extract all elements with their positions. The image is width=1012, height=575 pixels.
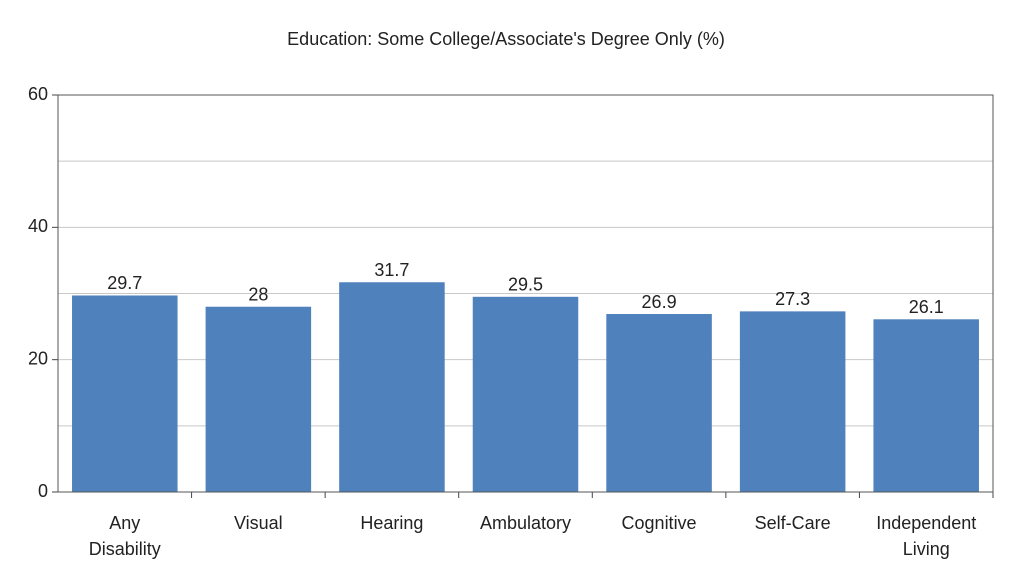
x-tick-label: Hearing	[360, 513, 424, 533]
bar	[472, 296, 579, 492]
x-tick-label: Any Disability	[88, 513, 161, 559]
bar	[873, 319, 979, 492]
x-tick-label: Self-Care	[754, 513, 831, 533]
y-tick-label: 60	[28, 84, 48, 104]
data-label: 27.3	[775, 289, 810, 309]
bar	[739, 311, 846, 492]
plot-frame	[57, 94, 994, 493]
data-label: 29.5	[508, 275, 543, 295]
x-tick-label: Visual	[233, 513, 283, 533]
bar	[205, 306, 312, 492]
x-tick-label: Ambulatory	[479, 513, 572, 533]
y-tick-label: 40	[28, 216, 48, 236]
x-tick-label: Independent Living	[876, 513, 977, 559]
data-label: 26.1	[909, 297, 944, 317]
bar	[72, 295, 178, 492]
x-tick-label: Cognitive	[621, 513, 697, 533]
bar	[606, 314, 712, 492]
data-label: 28	[248, 284, 268, 304]
y-tick-label: 20	[28, 348, 48, 368]
bar	[339, 282, 445, 492]
data-label: 31.7	[374, 260, 409, 280]
chart-title: Education: Some College/Associate's Degr…	[287, 29, 725, 49]
data-label: 26.9	[642, 292, 677, 312]
data-label: 29.7	[107, 273, 142, 293]
y-tick-label: 0	[38, 481, 48, 501]
